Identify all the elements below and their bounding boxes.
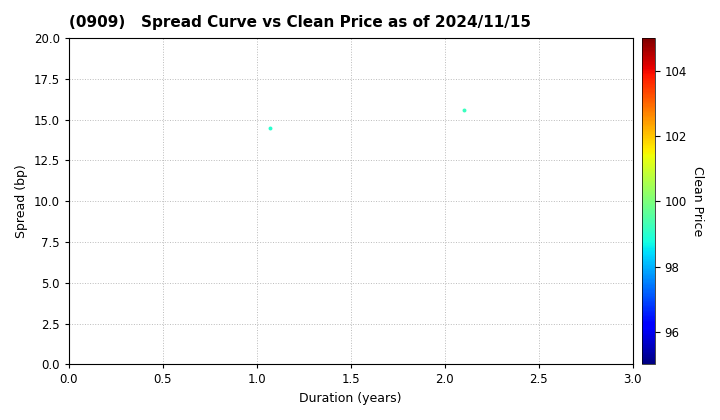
Y-axis label: Spread (bp): Spread (bp) xyxy=(15,164,28,238)
Point xyxy=(458,107,469,113)
Point xyxy=(264,124,276,131)
Text: (0909)   Spread Curve vs Clean Price as of 2024/11/15: (0909) Spread Curve vs Clean Price as of… xyxy=(68,15,531,30)
Y-axis label: Clean Price: Clean Price xyxy=(690,166,703,236)
X-axis label: Duration (years): Duration (years) xyxy=(300,392,402,405)
